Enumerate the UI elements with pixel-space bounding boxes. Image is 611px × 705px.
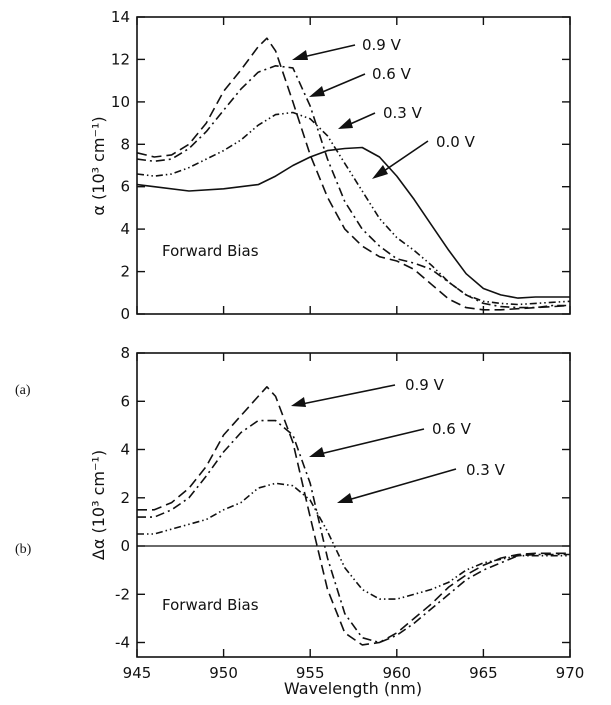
panel-a: (a) 0 2 4 6 8 10 12 14 α (10³ cm⁻¹) Forward Bia… (15, 8, 571, 398)
panel-b-y-tick-label: 6 (120, 392, 130, 410)
panel-a-label-0-6v: 0.6 V (372, 65, 412, 83)
panel-b-y-tick-label: -2 (115, 585, 130, 603)
panel-a-tag: (a) (15, 383, 31, 398)
panel-a-arrow-0-6v-head (309, 86, 325, 97)
panel-b-series-0-9-v (137, 385, 570, 646)
panel-b-arrow-0-6v (319, 428, 425, 455)
panel-b-arrow-0-9v (301, 384, 396, 405)
panel-b-y-tick-label: 2 (120, 489, 130, 507)
panel-b-x-tick-label: 970 (556, 664, 585, 682)
panel-b-y-axis-label: Δα (10³ cm⁻¹) (89, 450, 108, 560)
panel-a-arrow-0-0v-head (372, 165, 388, 179)
panel-b-x-tick-label: 965 (469, 664, 498, 682)
panel-a-y-tick-label: 8 (120, 135, 130, 153)
panel-a-y-tick-label: 2 (120, 263, 130, 281)
panel-a-arrow-0-3v-head (338, 118, 353, 129)
panel-b-x-tick-label: 960 (382, 664, 411, 682)
panel-a-arrow-0-6v (319, 73, 366, 94)
panel-b-ticks: 945 950 955 960 965 970 -4 -2 0 2 4 6 8 (115, 344, 584, 682)
panel-b-x-tick-label: 955 (296, 664, 325, 682)
panel-b-series-0-6-v (137, 419, 570, 644)
panel-b: (b) 945 950 955 960 965 970 -4 -2 0 2 4 6 8 Δα (10³ … (15, 344, 584, 698)
panel-a-label-0-3v: 0.3 V (383, 104, 423, 122)
panel-a-forward-bias-label: Forward Bias (162, 242, 259, 260)
panel-a-series (136, 37, 571, 311)
panel-a-y-tick-label: 10 (111, 93, 130, 111)
panel-a-annotation-0-9v: 0.9 V (292, 36, 402, 60)
panel-a-arrow-0-3v (347, 112, 376, 126)
panel-a-arrow-0-9v-head (292, 50, 308, 60)
panel-b-label-0-3v: 0.3 V (466, 461, 506, 479)
panel-b-x-tick-label: 950 (209, 664, 238, 682)
panel-b-y-tick-label: 0 (120, 537, 130, 555)
panel-a-plot-frame (136, 16, 571, 315)
panel-a-annotation-0-3v: 0.3 V (338, 104, 423, 129)
panel-b-arrow-0-3v-head (337, 493, 353, 503)
panel-b-y-tick-label: 8 (120, 344, 130, 362)
panel-a-series-0-3-v (136, 111, 571, 306)
panel-a-series-0-9-v (136, 37, 571, 311)
panel-b-label-0-9v: 0.9 V (405, 376, 445, 394)
panel-b-forward-bias-label: Forward Bias (162, 596, 259, 614)
panel-a-y-tick-label: 6 (120, 178, 130, 196)
panel-a-y-tick-label: 4 (120, 220, 130, 238)
panel-a-y-axis-label: α (10³ cm⁻¹) (89, 116, 108, 215)
panel-b-plot-frame (136, 352, 571, 658)
panel-b-annotation-0-9v: 0.9 V (291, 376, 445, 407)
panel-a-y-tick-label: 0 (120, 305, 130, 323)
panel-a-series-0-6-v (136, 65, 570, 309)
panel-b-label-0-6v: 0.6 V (432, 420, 472, 438)
panel-a-ticks: 0 2 4 6 8 10 12 14 (111, 8, 571, 323)
panel-a-annotation-0-0v: 0.0 V (372, 133, 476, 179)
panel-a-arrow-0-9v (302, 44, 356, 58)
panel-a-label-0-0v: 0.0 V (436, 133, 476, 151)
panel-a-arrow-0-0v (380, 140, 429, 174)
panel-b-series-0-3-v (137, 482, 570, 600)
panel-b-y-tick-label: -4 (115, 634, 130, 652)
panel-b-x-tick-label: 945 (123, 664, 152, 682)
panel-b-y-tick-label: 4 (120, 441, 130, 459)
panel-a-label-0-9v: 0.9 V (362, 36, 402, 54)
panel-b-arrow-0-9v-head (291, 397, 306, 407)
panel-b-arrow-0-3v (347, 468, 457, 501)
x-axis-label: Wavelength (nm) (284, 679, 422, 698)
panel-a-y-tick-label: 14 (111, 8, 130, 26)
panel-a-y-tick-label: 12 (111, 50, 130, 68)
panel-b-annotation-0-6v: 0.6 V (309, 420, 472, 457)
panel-a-series-0-0-v (136, 146, 570, 299)
panel-b-series (137, 385, 570, 646)
panel-a-annotation-0-6v: 0.6 V (309, 65, 412, 97)
panel-b-arrow-0-6v-head (309, 447, 325, 457)
panel-b-annotation-0-3v: 0.3 V (337, 461, 506, 503)
panel-b-tag: (b) (15, 542, 32, 557)
